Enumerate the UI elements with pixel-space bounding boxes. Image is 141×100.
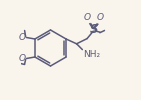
Text: O: O — [18, 54, 25, 63]
Text: O: O — [84, 13, 91, 22]
Text: NH₂: NH₂ — [83, 50, 100, 59]
Text: O: O — [96, 13, 103, 22]
Text: S: S — [89, 23, 98, 36]
Text: O: O — [18, 33, 25, 42]
